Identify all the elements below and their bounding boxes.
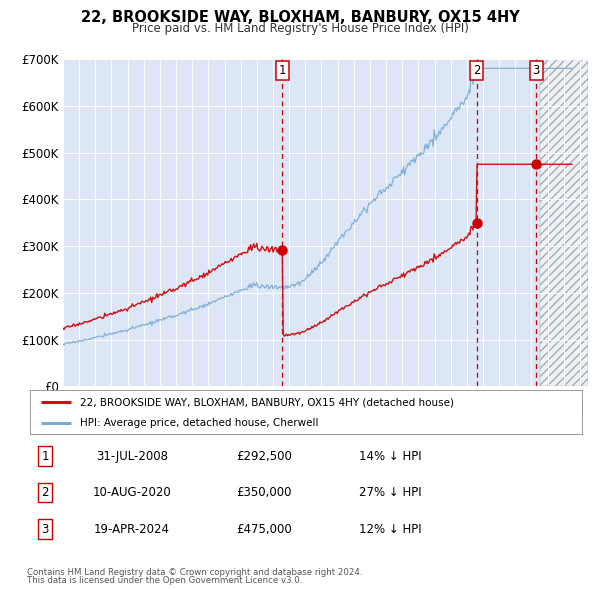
Text: 31-JUL-2008: 31-JUL-2008 xyxy=(96,450,168,463)
Text: HPI: Average price, detached house, Cherwell: HPI: Average price, detached house, Cher… xyxy=(80,418,318,428)
Text: 12% ↓ HPI: 12% ↓ HPI xyxy=(359,523,421,536)
Text: 22, BROOKSIDE WAY, BLOXHAM, BANBURY, OX15 4HY: 22, BROOKSIDE WAY, BLOXHAM, BANBURY, OX1… xyxy=(80,10,520,25)
Text: 1: 1 xyxy=(41,450,49,463)
Text: 2: 2 xyxy=(473,64,481,77)
Text: 27% ↓ HPI: 27% ↓ HPI xyxy=(359,486,421,499)
Text: 19-APR-2024: 19-APR-2024 xyxy=(94,523,170,536)
Text: 1: 1 xyxy=(278,64,286,77)
Text: Contains HM Land Registry data © Crown copyright and database right 2024.: Contains HM Land Registry data © Crown c… xyxy=(27,568,362,577)
Text: 2: 2 xyxy=(41,486,49,499)
Text: £292,500: £292,500 xyxy=(236,450,292,463)
Text: £475,000: £475,000 xyxy=(236,523,292,536)
Text: 22, BROOKSIDE WAY, BLOXHAM, BANBURY, OX15 4HY (detached house): 22, BROOKSIDE WAY, BLOXHAM, BANBURY, OX1… xyxy=(80,398,454,407)
Text: £350,000: £350,000 xyxy=(236,486,292,499)
Text: 3: 3 xyxy=(41,523,49,536)
Text: 10-AUG-2020: 10-AUG-2020 xyxy=(92,486,172,499)
Text: 14% ↓ HPI: 14% ↓ HPI xyxy=(359,450,421,463)
Text: Price paid vs. HM Land Registry's House Price Index (HPI): Price paid vs. HM Land Registry's House … xyxy=(131,22,469,35)
Text: 3: 3 xyxy=(533,64,540,77)
Text: This data is licensed under the Open Government Licence v3.0.: This data is licensed under the Open Gov… xyxy=(27,576,302,585)
